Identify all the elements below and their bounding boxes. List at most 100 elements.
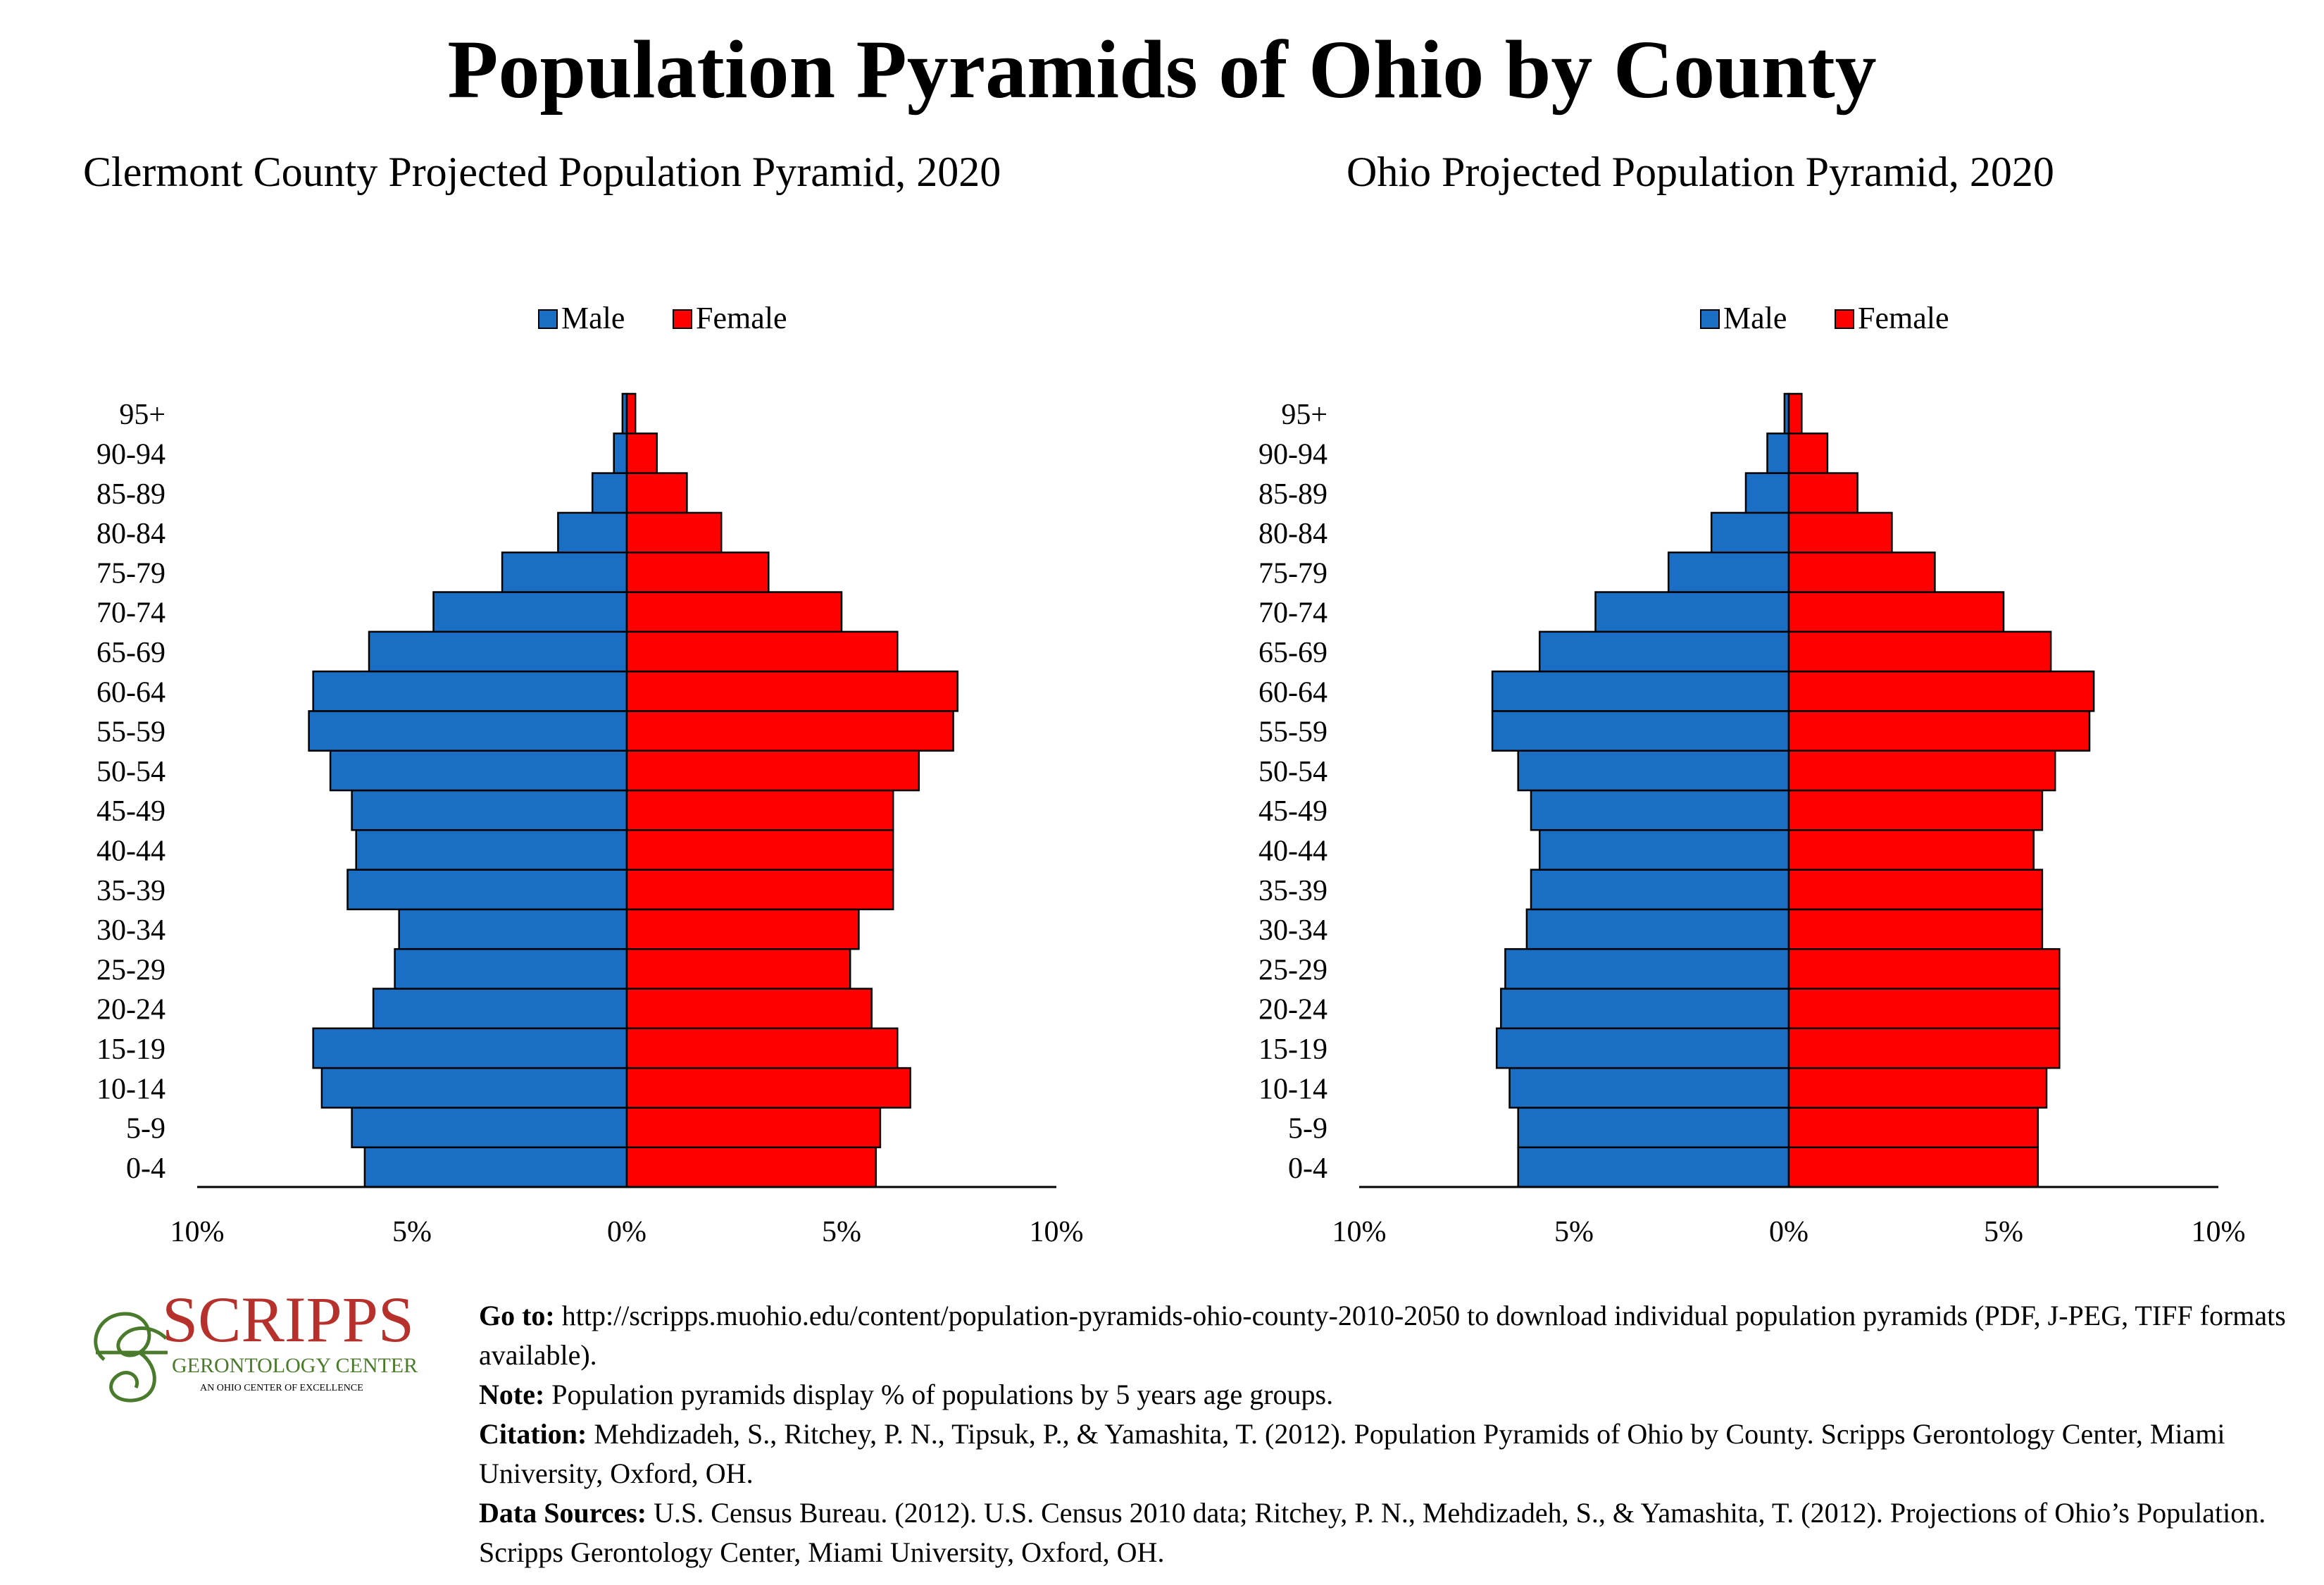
bar-female-65-69 — [625, 630, 899, 673]
bar-male-45-49 — [351, 789, 628, 831]
bar-male-55-59 — [1491, 710, 1790, 752]
age-label: 45-49 — [1258, 795, 1327, 828]
chart-title-clermont: Clermont County Projected Population Pyr… — [83, 149, 1001, 195]
age-label: 85-89 — [1258, 478, 1327, 511]
age-label: 65-69 — [96, 637, 165, 669]
bar-female-45-49 — [1787, 789, 2044, 831]
bar-male-65-69 — [368, 630, 628, 673]
age-label: 30-34 — [1258, 914, 1327, 947]
bar-male-90-94 — [1766, 433, 1790, 474]
bar-female-65-69 — [1787, 630, 2052, 673]
age-label: 40-44 — [96, 835, 165, 867]
bar-female-95+ — [625, 392, 637, 435]
bar-female-45-49 — [625, 789, 894, 831]
bar-female-25-29 — [1787, 947, 2061, 990]
bar-female-30-34 — [625, 908, 860, 950]
age-label: 55-59 — [96, 716, 165, 749]
bar-female-15-19 — [625, 1027, 899, 1069]
legend-label-male: Male — [1723, 301, 1787, 335]
bar-male-85-89 — [1744, 472, 1790, 514]
bar-male-40-44 — [355, 829, 628, 871]
age-label: 15-19 — [1258, 1033, 1327, 1066]
bar-female-80-84 — [625, 511, 723, 554]
bar-female-90-94 — [625, 433, 658, 474]
age-label: 35-39 — [96, 875, 165, 907]
legend-swatch-male — [538, 309, 558, 329]
legend-swatch-female — [1835, 309, 1854, 329]
pyramid-chart-ohio: Male Female 0-4 5-9 10-14 15-19 20-24 25-29 30-3… — [1258, 301, 2246, 1248]
bar-male-0-4 — [1517, 1146, 1790, 1188]
x-tick-label: 10% — [170, 1216, 225, 1248]
age-label: 95+ — [1281, 399, 1327, 431]
bar-female-75-79 — [1787, 551, 1936, 593]
bar-female-15-19 — [1787, 1027, 2061, 1069]
age-label: 65-69 — [1258, 637, 1327, 669]
bar-female-70-74 — [1787, 591, 2005, 633]
age-label: 40-44 — [1258, 835, 1327, 867]
bar-male-20-24 — [1500, 988, 1790, 1030]
sources-label: Data Sources: — [479, 1497, 647, 1529]
bar-male-80-84 — [1710, 511, 1790, 554]
bar-male-60-64 — [1491, 670, 1790, 712]
age-label: 10-14 — [96, 1073, 165, 1105]
chart-title-ohio: Ohio Projected Population Pyramid, 2020 — [1347, 149, 2054, 195]
bar-male-85-89 — [591, 472, 628, 514]
bar-male-75-79 — [501, 551, 628, 593]
sources-text: U.S. Census Bureau. (2012). U.S. Census … — [479, 1497, 2266, 1568]
bar-male-70-74 — [432, 591, 628, 633]
age-label: 80-84 — [96, 518, 165, 550]
legend-label-female: Female — [1858, 301, 1949, 335]
bar-male-35-39 — [346, 869, 628, 911]
bar-male-10-14 — [1508, 1067, 1790, 1109]
age-label: 45-49 — [96, 795, 165, 828]
x-tick-label: 0% — [607, 1216, 646, 1248]
x-tick-label: 0% — [1769, 1216, 1808, 1248]
legend-label-male: Male — [561, 301, 625, 335]
logo-name: SCRIPPS — [162, 1283, 414, 1355]
citation-text: Mehdizadeh, S., Ritchey, P. N., Tipsuk, … — [479, 1418, 2225, 1489]
bar-female-35-39 — [625, 869, 894, 911]
bar-female-20-24 — [1787, 988, 2061, 1030]
bar-male-90-94 — [613, 433, 628, 474]
age-label: 55-59 — [1258, 716, 1327, 749]
age-label: 95+ — [119, 399, 165, 431]
bar-male-75-79 — [1667, 551, 1790, 593]
bar-male-25-29 — [1504, 947, 1790, 990]
bar-male-35-39 — [1530, 869, 1790, 911]
age-label: 20-24 — [96, 994, 165, 1026]
bar-male-10-14 — [320, 1067, 628, 1109]
bar-female-75-79 — [625, 551, 770, 593]
bar-male-30-34 — [398, 908, 628, 950]
bar-male-5-9 — [1517, 1107, 1790, 1148]
age-label: 5-9 — [126, 1113, 165, 1145]
bar-female-55-59 — [1787, 710, 2091, 752]
bar-female-50-54 — [1787, 750, 2056, 792]
footer-citation: Citation: Mehdizadeh, S., Ritchey, P. N.… — [479, 1415, 2310, 1493]
legend-swatch-female — [673, 309, 692, 329]
age-label: 85-89 — [96, 478, 165, 511]
bar-female-0-4 — [625, 1146, 877, 1188]
age-label: 60-64 — [1258, 676, 1327, 709]
bar-male-80-84 — [557, 511, 628, 554]
age-label: 80-84 — [1258, 518, 1327, 550]
age-label: 5-9 — [1288, 1113, 1327, 1145]
bar-male-25-29 — [394, 947, 628, 990]
footer-sources: Data Sources: U.S. Census Bureau. (2012)… — [479, 1493, 2310, 1572]
bar-male-50-54 — [329, 750, 628, 792]
bar-male-70-74 — [1594, 591, 1790, 633]
x-tick-label: 5% — [822, 1216, 861, 1248]
bar-male-65-69 — [1538, 630, 1790, 673]
bar-male-15-19 — [1495, 1027, 1790, 1069]
bar-female-85-89 — [625, 472, 688, 514]
bar-female-70-74 — [625, 591, 843, 633]
bar-female-55-59 — [625, 710, 954, 752]
age-label: 75-79 — [96, 557, 165, 590]
age-label: 25-29 — [1258, 954, 1327, 986]
age-label: 70-74 — [1258, 597, 1327, 630]
bar-male-20-24 — [372, 988, 628, 1030]
age-label: 90-94 — [96, 438, 165, 471]
legend-label-female: Female — [696, 301, 787, 335]
age-label: 50-54 — [96, 756, 165, 788]
x-tick-label: 5% — [1554, 1216, 1594, 1248]
age-label: 70-74 — [96, 597, 165, 630]
